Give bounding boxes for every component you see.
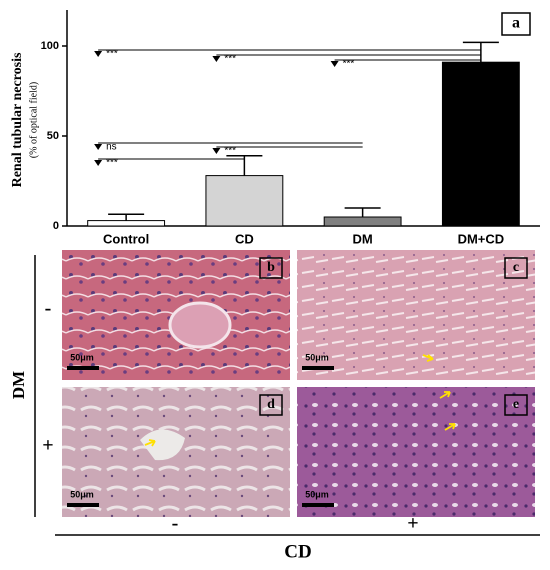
glomerulus — [168, 301, 232, 349]
panel-label: d — [267, 397, 275, 412]
panel-box — [259, 394, 283, 416]
scale-bar — [302, 503, 334, 507]
y-axis-subtitle: (% of optical field) — [28, 82, 39, 158]
significance-arrow — [330, 61, 339, 67]
arrow — [144, 439, 156, 447]
arrow — [439, 391, 451, 399]
error-bar — [108, 213, 145, 221]
significance-label: *** — [106, 49, 118, 60]
panel-label: e — [513, 397, 519, 412]
row-level: - — [45, 298, 52, 320]
bar — [205, 175, 284, 227]
significance-arrow — [212, 56, 221, 62]
micrograph — [297, 387, 535, 517]
scale-bar — [67, 366, 99, 370]
arrow — [422, 354, 434, 362]
scale-bar — [67, 503, 99, 507]
bar — [323, 216, 402, 227]
column-level: - — [172, 513, 179, 535]
y-tick-label: 100 — [41, 40, 59, 52]
significance-arrow — [212, 148, 221, 154]
significance-arrow — [94, 51, 103, 57]
panel-label: c — [513, 260, 519, 275]
column-factor: CD — [284, 541, 311, 562]
row-level: + — [42, 435, 53, 457]
y-axis-title: Renal tubular necrosis — [10, 52, 25, 187]
y-tick-label: 50 — [47, 130, 59, 142]
panel-box — [501, 12, 531, 36]
x-tick-label: DM+CD — [458, 231, 505, 246]
micrograph — [297, 250, 535, 380]
significance-arrow — [94, 160, 103, 166]
micrographs — [62, 250, 535, 517]
significance-label: *** — [343, 59, 355, 70]
scale-bar — [302, 366, 334, 370]
x-tick-label: Control — [103, 231, 149, 246]
error-bar — [462, 41, 499, 63]
panel-box — [504, 394, 528, 416]
significance-arrow — [94, 144, 103, 150]
panel-label: a — [512, 15, 520, 32]
y-tick-label: 0 — [53, 220, 59, 232]
row-factor: DM — [9, 371, 28, 399]
significance-label: *** — [106, 158, 118, 169]
x-tick-label: CD — [235, 231, 254, 246]
significance-label: *** — [224, 54, 236, 65]
scale-label: 50μm — [305, 352, 329, 362]
panel-box — [504, 257, 528, 279]
x-tick-label: DM — [353, 231, 373, 246]
bar — [441, 61, 520, 227]
panel-box — [259, 257, 283, 279]
vessel — [140, 429, 185, 461]
error-bar — [344, 207, 381, 217]
panel-label: b — [267, 260, 275, 275]
significance-label: *** — [224, 146, 236, 157]
scale-label: 50μm — [70, 489, 94, 499]
significance-label: ns — [106, 142, 117, 153]
scale-label: 50μm — [70, 352, 94, 362]
arrow — [444, 423, 456, 431]
bar — [87, 220, 166, 227]
column-level: + — [407, 513, 418, 535]
scale-label: 50μm — [305, 489, 329, 499]
